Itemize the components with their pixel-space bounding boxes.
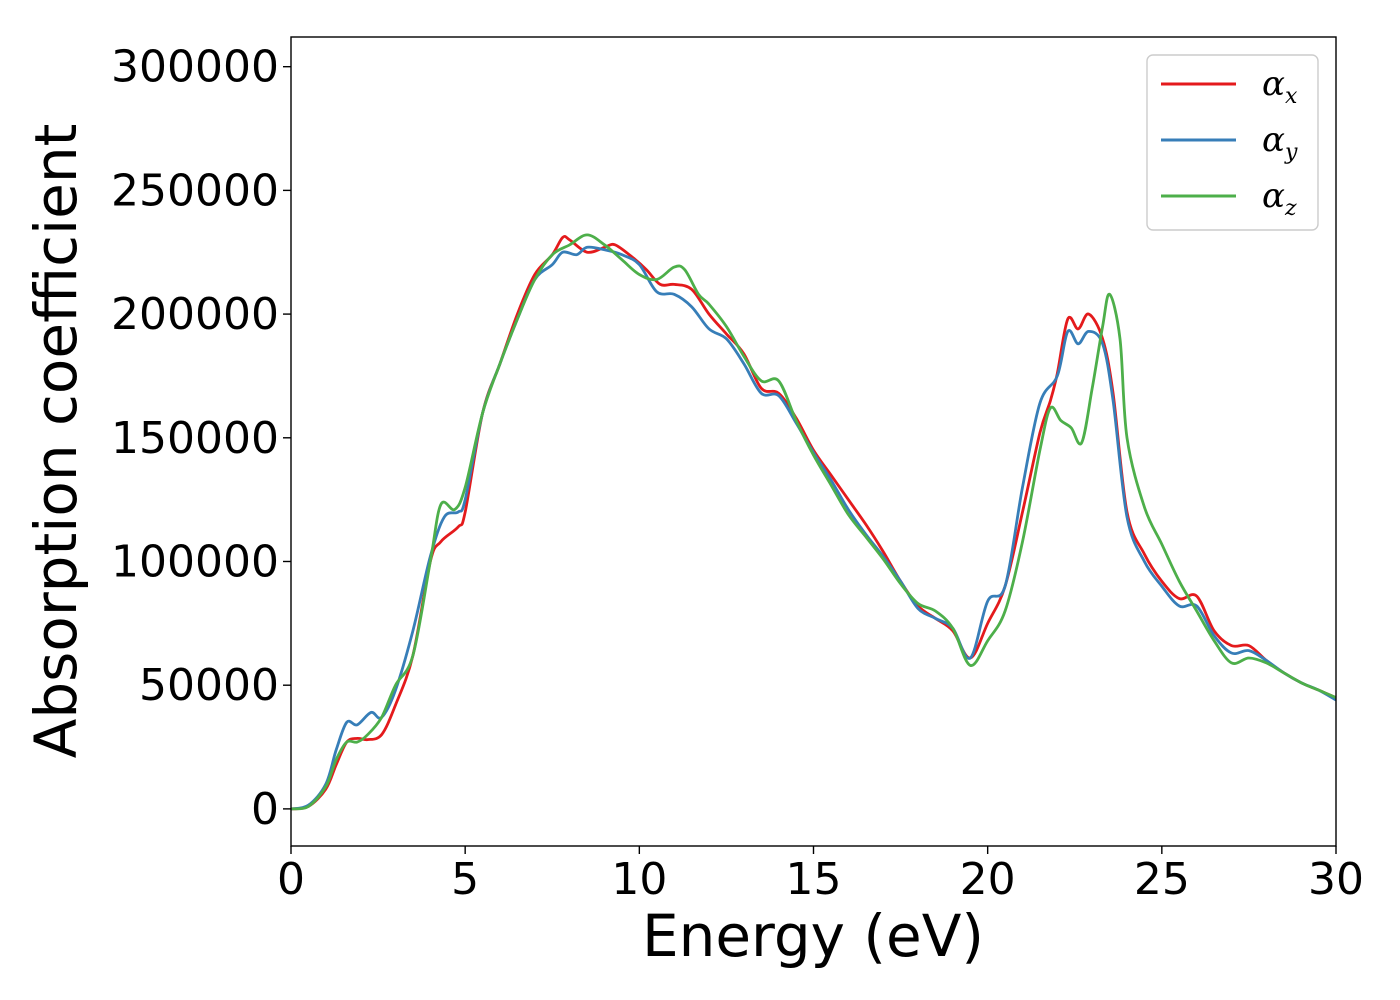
legend-label-x: αx [1262, 64, 1298, 109]
x-tick-label: 25 [1134, 854, 1190, 905]
series-lines [291, 233, 1336, 811]
legend: αx αy αz [1146, 54, 1319, 231]
y-tick-label: 250000 [111, 165, 279, 216]
x-tick-label: 0 [277, 854, 305, 905]
x-tick-label: 30 [1308, 854, 1364, 905]
x-axis: 0 5 10 15 20 25 30 [277, 846, 1364, 905]
series-line-z [291, 233, 1336, 811]
y-tick-label: 150000 [111, 413, 279, 464]
x-tick-label: 5 [451, 854, 479, 905]
legend-label-z: αz [1262, 176, 1297, 221]
series-line-y [291, 245, 1336, 811]
x-tick-label: 20 [960, 854, 1016, 905]
series-line-x [291, 234, 1336, 811]
x-tick-label: 10 [611, 854, 667, 905]
legend-box [1146, 54, 1319, 231]
y-tick-label: 300000 [111, 42, 279, 93]
y-tick-label: 50000 [139, 660, 279, 711]
y-tick-label: 0 [251, 784, 279, 835]
y-tick-label: 200000 [111, 289, 279, 340]
legend-label-y: αy [1262, 120, 1298, 165]
y-axis: 0 50000 100000 150000 200000 250000 300000 [111, 42, 291, 835]
x-axis-title: Energy (eV) [642, 902, 984, 970]
y-tick-label: 100000 [111, 536, 279, 587]
x-tick-label: 15 [786, 854, 842, 905]
y-axis-title: Absorption coefficient [22, 124, 90, 759]
